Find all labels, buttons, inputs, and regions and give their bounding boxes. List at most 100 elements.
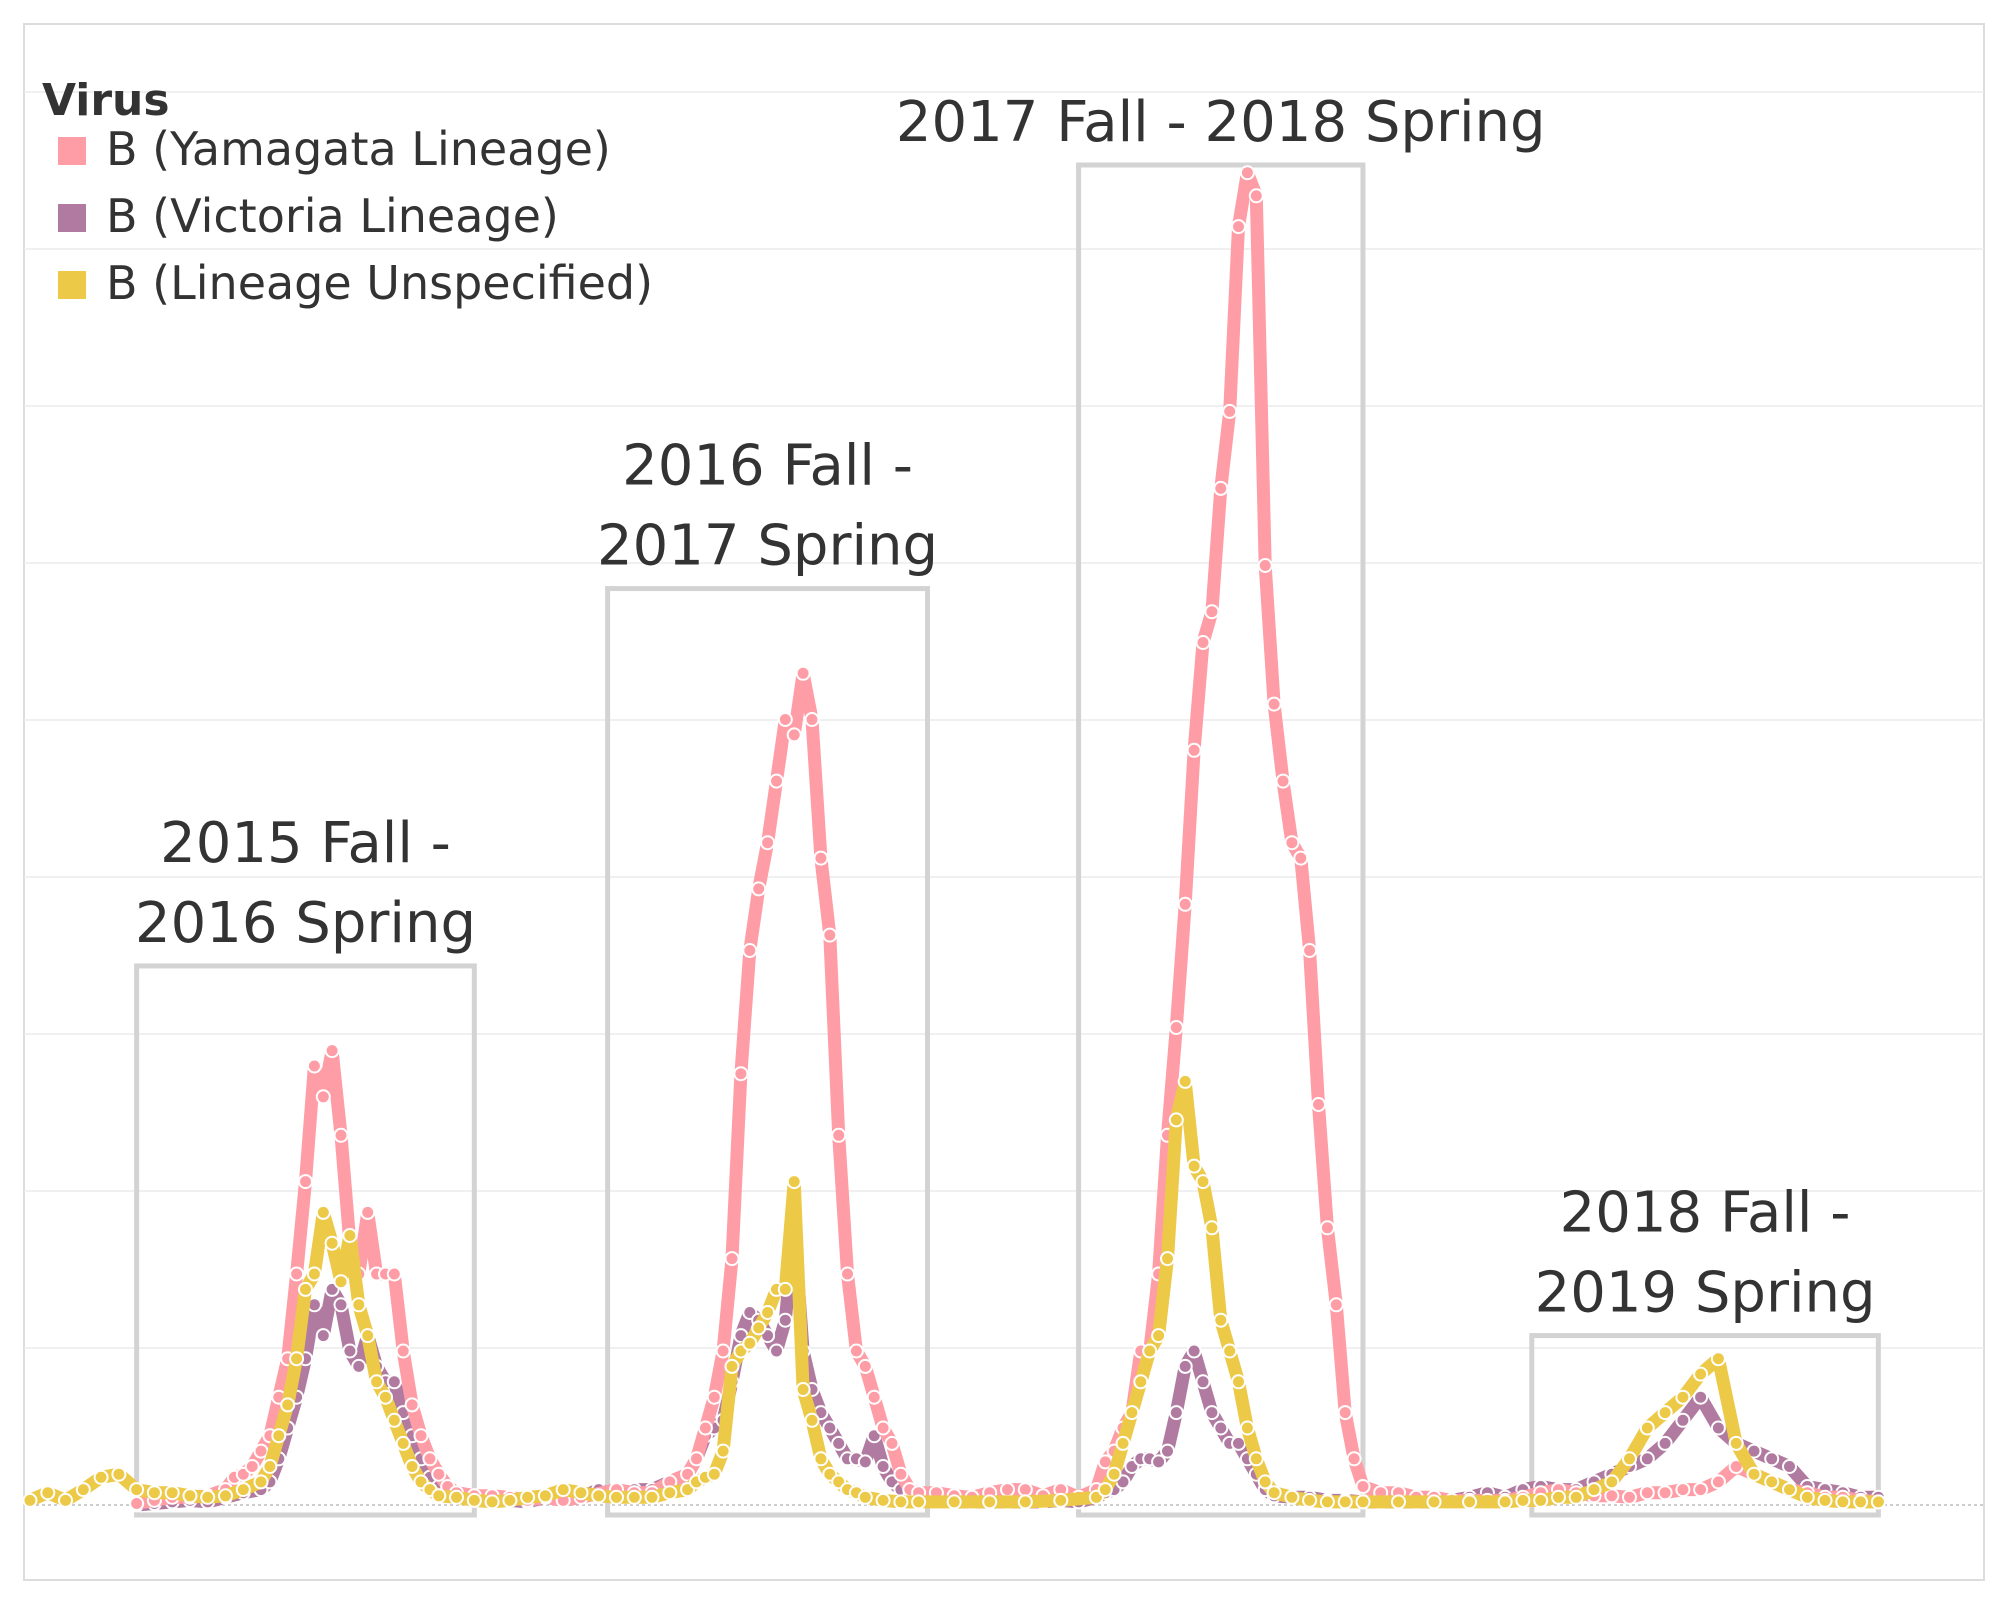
- data-point: [1248, 1451, 1264, 1467]
- data-point: [813, 1451, 829, 1467]
- data-point: [1551, 1489, 1566, 1505]
- data-point: [893, 1494, 909, 1510]
- data-point: [244, 1459, 260, 1474]
- season-label-4-line-1: 2018 Fall -: [1560, 1181, 1851, 1246]
- data-point: [1239, 1420, 1255, 1436]
- data-point: [280, 1397, 296, 1413]
- data-point: [1195, 1374, 1211, 1390]
- data-point: [386, 1412, 402, 1428]
- data-point: [298, 1174, 313, 1190]
- data-point: [1213, 1312, 1229, 1328]
- data-point: [769, 1343, 784, 1359]
- data-point: [93, 1469, 109, 1485]
- data-point: [715, 1343, 731, 1359]
- data-point: [1693, 1389, 1709, 1405]
- season-boxes: [134, 162, 1881, 1518]
- season-label-1-line-2: 2016 Spring: [135, 891, 476, 956]
- data-point: [404, 1397, 420, 1413]
- data-point: [1462, 1494, 1478, 1510]
- data-point: [1195, 635, 1211, 650]
- data-point: [1000, 1482, 1015, 1498]
- data-point: [1115, 1435, 1131, 1451]
- data-point: [1515, 1492, 1531, 1508]
- season-label-4-line-2: 2019 Spring: [1535, 1261, 1876, 1326]
- data-point: [315, 1328, 331, 1344]
- data-point: [449, 1489, 464, 1505]
- data-point: [146, 1485, 162, 1501]
- season-label-1-line-1: 2015 Fall -: [160, 811, 451, 876]
- data-point: [760, 835, 776, 851]
- data-point: [751, 1320, 767, 1336]
- data-point: [22, 1492, 38, 1508]
- data-point: [1186, 1158, 1202, 1174]
- data-point: [1835, 1494, 1851, 1510]
- data-point: [1017, 1494, 1033, 1510]
- data-point: [315, 1089, 331, 1105]
- data-point: [1213, 1420, 1229, 1436]
- data-point: [1675, 1412, 1691, 1428]
- data-point: [875, 1492, 891, 1508]
- data-point: [1204, 1220, 1220, 1236]
- data-point: [609, 1489, 624, 1505]
- data-point: [1168, 1112, 1184, 1128]
- data-point: [360, 1328, 376, 1344]
- data-point: [271, 1428, 287, 1444]
- data-point: [893, 1466, 909, 1482]
- data-point: [1355, 1479, 1371, 1494]
- data-point: [1355, 1494, 1371, 1510]
- season-label-2-line-1: 2016 Fall -: [622, 434, 913, 499]
- data-point: [804, 712, 820, 727]
- data-point: [1319, 1494, 1335, 1510]
- plot-frame: [23, 23, 1985, 1581]
- data-point: [466, 1492, 482, 1508]
- data-point: [1151, 1328, 1167, 1344]
- data-point: [1853, 1494, 1869, 1510]
- data-point: [1782, 1482, 1797, 1498]
- data-point: [662, 1485, 678, 1501]
- data-point: [875, 1459, 891, 1474]
- data-point: [1231, 1435, 1246, 1451]
- data-point: [1319, 1220, 1335, 1236]
- data-point: [1337, 1405, 1353, 1421]
- data-point: [1586, 1482, 1602, 1498]
- data-point: [724, 1251, 740, 1267]
- data-point: [537, 1488, 553, 1504]
- data-point: [378, 1389, 393, 1405]
- legend-swatch-2: [58, 271, 86, 299]
- data-point: [1195, 1174, 1211, 1190]
- data-point: [1222, 1343, 1238, 1359]
- data-point: [1746, 1466, 1762, 1482]
- data-point: [831, 1435, 847, 1451]
- data-point: [1160, 1251, 1175, 1267]
- data-point: [866, 1389, 882, 1405]
- data-point: [1097, 1482, 1113, 1498]
- data-point: [777, 712, 793, 727]
- data-point: [875, 1420, 891, 1436]
- data-point: [200, 1489, 216, 1505]
- data-point: [431, 1466, 447, 1482]
- data-point: [58, 1492, 73, 1508]
- data-point: [413, 1428, 429, 1444]
- data-point: [333, 1127, 349, 1143]
- legend: Virus B (Yamagata Lineage) B (Victoria Li…: [42, 75, 653, 310]
- data-point: [715, 1443, 731, 1459]
- data-point: [1302, 943, 1318, 958]
- data-point: [857, 1454, 873, 1470]
- data-point: [404, 1459, 420, 1474]
- data-point: [1533, 1492, 1549, 1508]
- data-point: [1231, 219, 1246, 235]
- legend-label-2: B (Lineage Unspecified): [106, 256, 653, 310]
- data-point: [342, 1343, 358, 1359]
- data-point: [1799, 1489, 1815, 1505]
- data-point: [1257, 1474, 1273, 1490]
- data-point: [298, 1281, 313, 1297]
- data-point: [1257, 558, 1273, 573]
- data-point: [1204, 1405, 1220, 1421]
- data-point: [324, 1043, 340, 1059]
- data-point: [40, 1485, 56, 1501]
- data-point: [520, 1489, 536, 1505]
- data-point: [1177, 896, 1193, 912]
- data-point: [1293, 850, 1309, 866]
- data-point: [1639, 1451, 1655, 1467]
- data-point: [769, 773, 784, 789]
